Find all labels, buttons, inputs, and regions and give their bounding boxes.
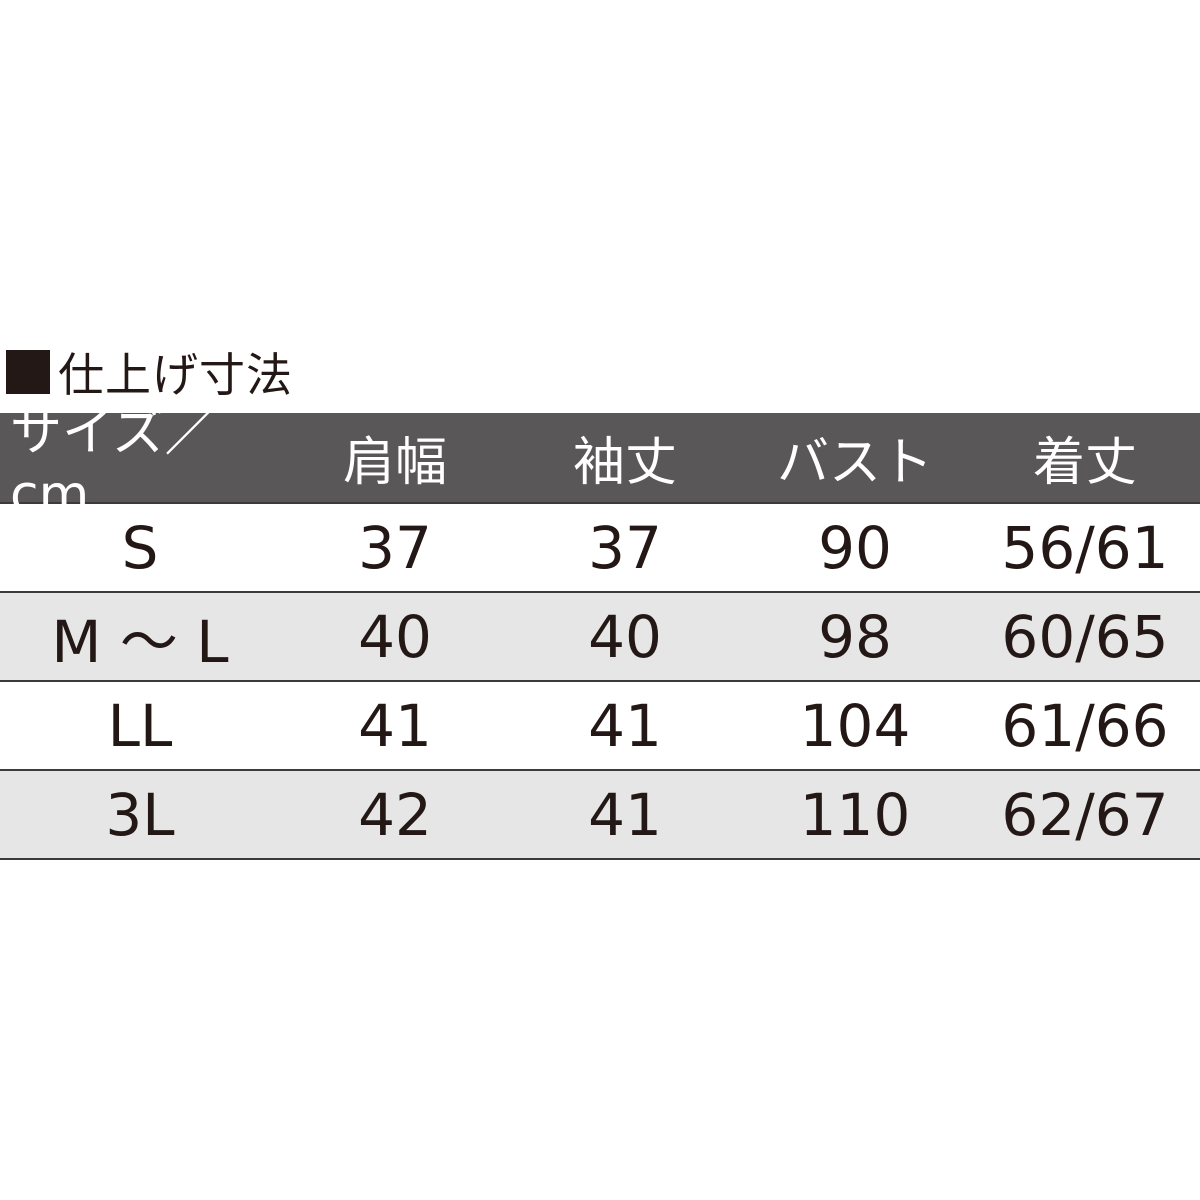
table-row: 3L 42 41 110 62/67 — [0, 771, 1200, 860]
black-square-icon — [6, 350, 50, 394]
table-cell: LL — [107, 691, 173, 760]
header-cell: 袖丈 — [572, 433, 677, 493]
table-cell: 41 — [358, 691, 432, 760]
table-cell: 110 — [799, 780, 911, 849]
header-cell: バスト — [776, 433, 933, 493]
header-cell: 着丈 — [1032, 433, 1137, 493]
table-row: M ～ L 40 40 98 60/65 — [0, 593, 1200, 682]
table-cell: 37 — [358, 513, 432, 582]
section-title: 仕上げ寸法 — [6, 340, 293, 404]
table-row: S 37 37 90 56/61 — [0, 504, 1200, 593]
header-cell: サイズ／ cm — [10, 403, 217, 525]
table-cell: 98 — [818, 602, 892, 671]
table-cell: 41 — [588, 691, 662, 760]
table-cell: 62/67 — [1001, 780, 1169, 849]
table-row: LL 41 41 104 61/66 — [0, 682, 1200, 771]
table-cell: 60/65 — [1001, 602, 1169, 671]
table-cell: 61/66 — [1001, 691, 1169, 760]
table-cell: 90 — [818, 513, 892, 582]
table-cell: M ～ L — [51, 607, 229, 676]
table-cell: 41 — [588, 780, 662, 849]
table-cell: S — [121, 513, 159, 582]
table-header: サイズ／ cm 肩幅 袖丈 バスト 着丈 — [0, 403, 1200, 525]
table-cell: 3L — [105, 780, 175, 849]
section-title-text: 仕上げ寸法 — [58, 348, 293, 402]
table-cell: 40 — [358, 602, 432, 671]
table-cell: 104 — [799, 691, 911, 760]
table-cell: 37 — [588, 513, 662, 582]
header-cell: 肩幅 — [342, 433, 447, 493]
size-table: サイズ／ cm 肩幅 袖丈 バスト 着丈 S 37 37 90 56/61 M … — [0, 403, 1200, 860]
table-cell: 40 — [588, 602, 662, 671]
table-cell: 56/61 — [1001, 513, 1169, 582]
table-cell: 42 — [358, 780, 432, 849]
